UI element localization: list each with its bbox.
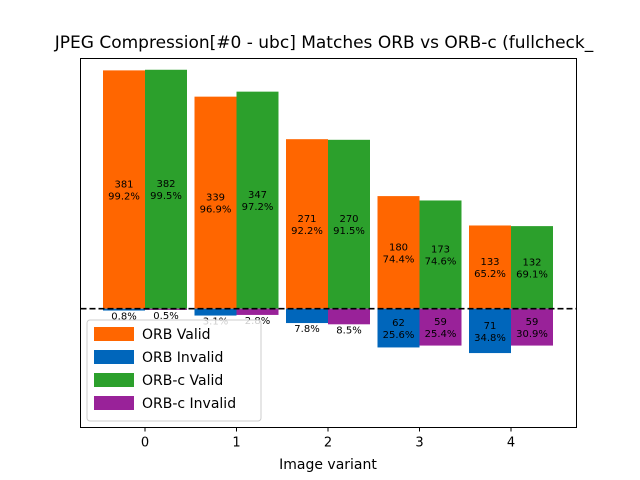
orbc-valid-bar-3 [419, 200, 462, 309]
orb-invalid-bar-0 [103, 308, 145, 311]
orb-valid-count-label-3: 180 [389, 242, 408, 253]
orb-invalid-bar-3 [377, 308, 420, 348]
bars-layer [103, 69, 553, 354]
legend-swatch-1 [94, 350, 134, 364]
orb-valid-percent-label-1: 96.9% [200, 205, 232, 216]
orb-invalid-percent-label-2: 7.8% [294, 324, 319, 335]
orbc-valid-count-label-1: 347 [248, 190, 267, 201]
orbc-valid-count-label-3: 173 [431, 245, 450, 256]
orb-valid-bar-3 [377, 196, 420, 309]
orbc-valid-bar-2 [328, 139, 370, 309]
orb-valid-count-label-0: 381 [114, 180, 133, 191]
orb-valid-bar-1 [194, 96, 237, 309]
orbc-invalid-count-label-4: 59 [526, 317, 539, 328]
x-tick-label-1: 1 [232, 436, 240, 451]
legend-swatch-2 [94, 373, 134, 387]
legend-label-2: ORB-c Valid [142, 373, 223, 389]
orbc-valid-bar-0 [145, 69, 187, 309]
legend: ORB Valid ORB Invalid ORB-c Valid ORB-c Inv… [86, 319, 262, 422]
orb-valid-bar-0 [103, 70, 145, 309]
orb-valid-percent-label-3: 74.4% [383, 254, 415, 265]
orb-invalid-percent-label-3: 25.6% [383, 330, 415, 341]
orbc-valid-percent-label-4: 69.1% [516, 269, 548, 280]
legend-label-3: ORB-c Invalid [142, 396, 236, 412]
x-tick-label-2: 2 [324, 436, 332, 451]
orb-invalid-percent-label-4: 34.8% [474, 333, 506, 344]
x-axis-label: Image variant [279, 457, 377, 473]
orbc-invalid-bar-4 [511, 308, 553, 346]
legend-frame [86, 319, 262, 422]
orb-valid-count-label-4: 133 [480, 257, 499, 268]
orb-valid-percent-label-4: 65.2% [474, 269, 506, 280]
orbc-invalid-percent-label-4: 30.9% [516, 329, 548, 340]
orbc-invalid-bar-2 [328, 308, 370, 325]
orb-valid-count-label-2: 271 [297, 214, 316, 225]
orbc-valid-percent-label-3: 74.6% [425, 257, 457, 268]
orb-valid-percent-label-2: 92.2% [291, 226, 323, 237]
legend-swatch-3 [94, 396, 134, 410]
orbc-valid-count-label-2: 270 [339, 214, 358, 225]
orbc-invalid-bar-3 [419, 308, 462, 346]
x-ticks: 0 1 2 3 4 [141, 427, 515, 451]
x-tick-label-3: 3 [415, 436, 423, 451]
orbc-invalid-percent-label-2: 8.5% [336, 325, 361, 336]
orbc-valid-percent-label-1: 97.2% [242, 202, 274, 213]
orb-invalid-bar-2 [286, 308, 328, 324]
legend-swatch-0 [94, 327, 134, 341]
orbc-invalid-bar-1 [236, 308, 279, 315]
orb-valid-percent-label-0: 99.2% [108, 192, 140, 203]
orb-valid-bar-2 [286, 139, 328, 309]
orbc-valid-bar-1 [236, 91, 279, 309]
orbc-valid-bar-4 [511, 226, 553, 309]
orb-invalid-count-label-3: 62 [392, 318, 405, 329]
orbc-invalid-percent-label-0: 0.5% [153, 311, 178, 322]
orb-invalid-bar-4 [469, 308, 511, 354]
orb-invalid-percent-label-0: 0.8% [111, 312, 136, 323]
x-tick-label-0: 0 [141, 436, 149, 451]
x-tick-label-4: 4 [507, 436, 515, 451]
orb-invalid-count-label-4: 71 [484, 321, 497, 332]
chart-title: JPEG Compression[#0 - ubc] Matches ORB v… [54, 33, 594, 53]
legend-label-0: ORB Valid [142, 327, 211, 343]
orbc-invalid-count-label-3: 59 [434, 317, 447, 328]
orbc-valid-percent-label-2: 91.5% [333, 226, 365, 237]
orbc-valid-count-label-4: 132 [522, 257, 541, 268]
orb-valid-count-label-1: 339 [206, 193, 225, 204]
orbc-valid-percent-label-0: 99.5% [150, 191, 182, 202]
orb-invalid-bar-1 [194, 308, 237, 316]
legend-label-1: ORB Invalid [142, 350, 223, 366]
orbc-invalid-percent-label-3: 25.4% [425, 329, 457, 340]
orb-valid-bar-4 [469, 225, 511, 309]
orbc-valid-count-label-0: 382 [156, 179, 175, 190]
